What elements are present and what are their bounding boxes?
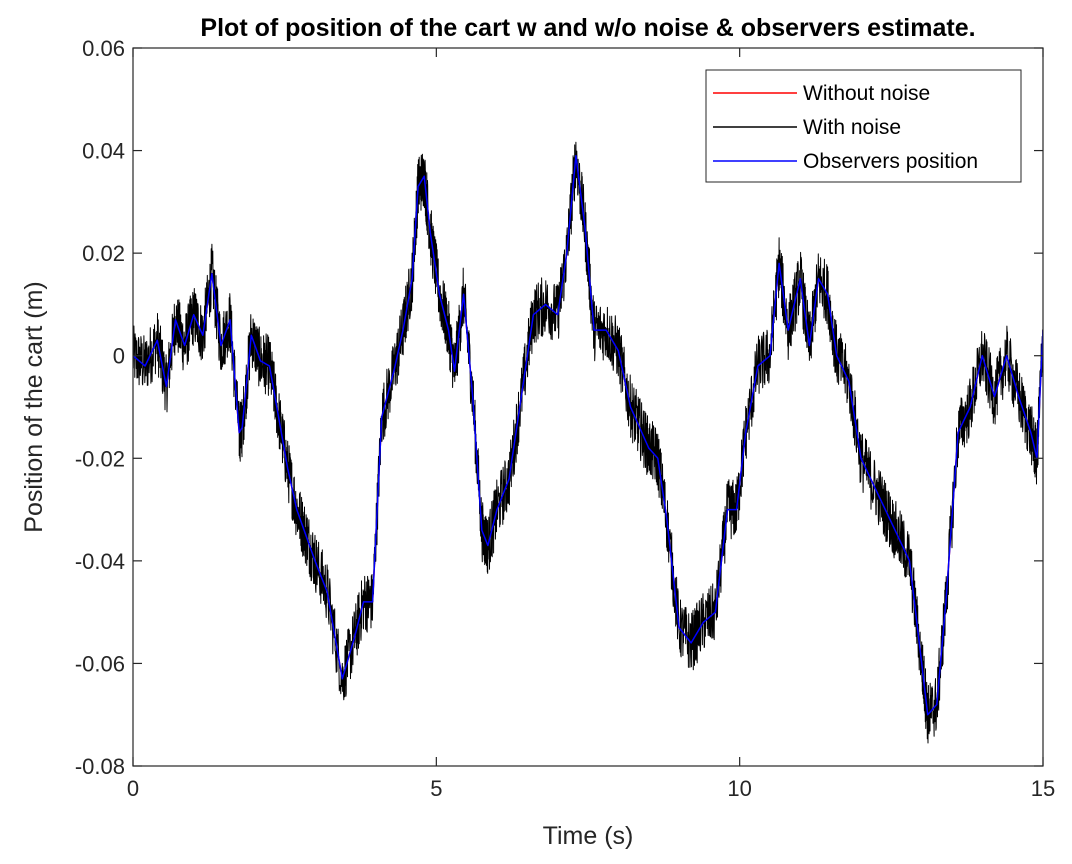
x-tick-label: 15 <box>1031 776 1055 801</box>
y-tick-label: -0.06 <box>75 651 125 676</box>
x-axis-label: Time (s) <box>543 822 634 850</box>
y-axis-label: Position of the cart (m) <box>20 281 48 532</box>
legend: Without noise With noise Observers positio… <box>705 69 1022 183</box>
chart-title: Plot of position of the cart w and w/o n… <box>200 14 975 42</box>
legend-label: Observers position <box>803 150 978 173</box>
y-tick-label: 0.04 <box>82 139 125 164</box>
legend-label: Without noise <box>803 82 930 105</box>
x-tick-label: 10 <box>727 776 751 801</box>
x-tick-label: 0 <box>127 776 139 801</box>
y-tick-label: 0.02 <box>82 241 125 266</box>
ticks-layer: 0 5 10 15 -0.08 -0.06 -0.04 -0.02 0 0.02 0.04 0.06 <box>75 36 1055 801</box>
y-tick-label: -0.02 <box>75 446 125 471</box>
series-layer <box>133 141 1043 744</box>
plot-frame <box>132 47 1044 767</box>
legend-label: With noise <box>803 116 901 139</box>
y-tick-label: 0.06 <box>82 36 125 61</box>
y-tick-label: -0.08 <box>75 754 125 779</box>
y-tick-label: -0.04 <box>75 549 125 574</box>
series-line-observers-position <box>133 154 1043 716</box>
y-tick-label: 0 <box>113 344 125 369</box>
legend-box <box>705 69 1022 183</box>
x-tick-label: 5 <box>430 776 442 801</box>
